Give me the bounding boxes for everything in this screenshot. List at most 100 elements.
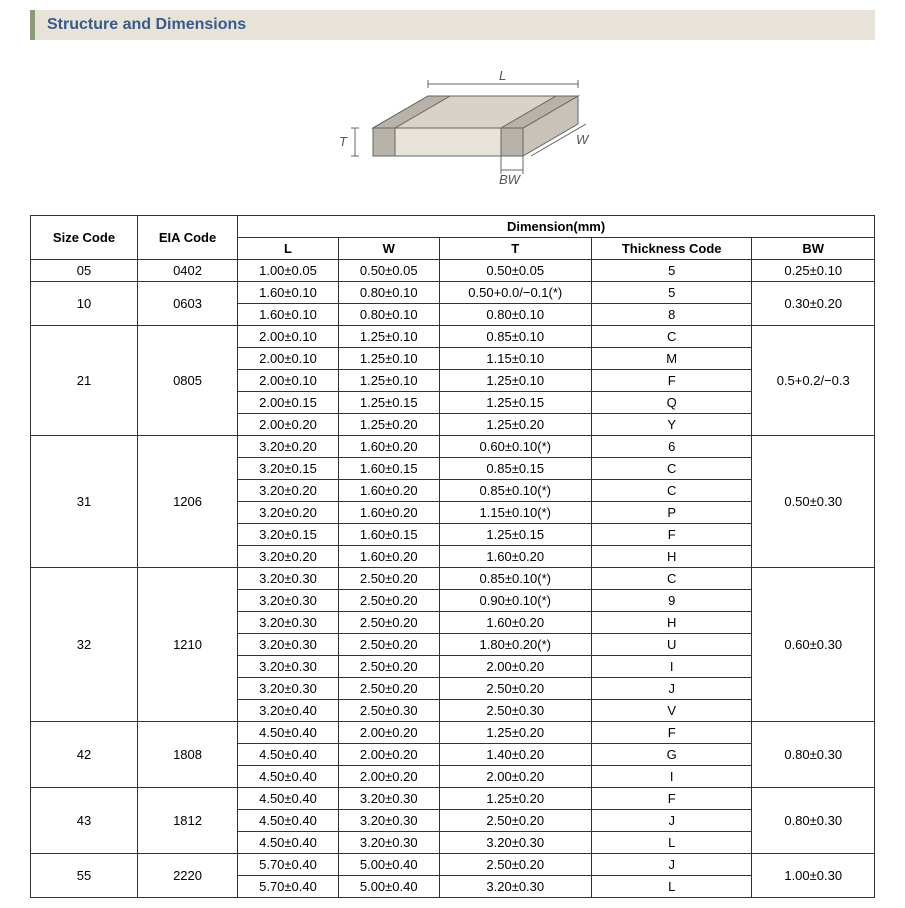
cell-W: 1.25±0.10 bbox=[338, 326, 439, 348]
col-dim: Dimension(mm) bbox=[238, 216, 875, 238]
cell-L: 4.50±0.40 bbox=[238, 744, 339, 766]
cell-tc: J bbox=[591, 854, 752, 876]
col-W: W bbox=[338, 238, 439, 260]
cell-bw: 1.00±0.30 bbox=[752, 854, 875, 898]
svg-text:L: L bbox=[499, 68, 506, 83]
cell-eia: 0805 bbox=[137, 326, 237, 436]
cell-W: 1.60±0.20 bbox=[338, 480, 439, 502]
table-row: 4218084.50±0.402.00±0.201.25±0.20F0.80±0… bbox=[31, 722, 875, 744]
cell-T: 2.00±0.20 bbox=[439, 656, 591, 678]
cell-size: 05 bbox=[31, 260, 138, 282]
cell-L: 3.20±0.30 bbox=[238, 634, 339, 656]
dimensions-table: Size Code EIA Code Dimension(mm) L W T T… bbox=[30, 215, 875, 898]
table-row: 4318124.50±0.403.20±0.301.25±0.20F0.80±0… bbox=[31, 788, 875, 810]
cell-eia: 1206 bbox=[137, 436, 237, 568]
cell-tc: L bbox=[591, 876, 752, 898]
cell-L: 3.20±0.20 bbox=[238, 546, 339, 568]
cell-tc: 6 bbox=[591, 436, 752, 458]
cell-W: 1.25±0.20 bbox=[338, 414, 439, 436]
cell-L: 3.20±0.15 bbox=[238, 524, 339, 546]
cell-T: 0.50±0.05 bbox=[439, 260, 591, 282]
cell-W: 2.50±0.30 bbox=[338, 700, 439, 722]
svg-text:BW: BW bbox=[499, 172, 522, 187]
col-eia: EIA Code bbox=[137, 216, 237, 260]
cell-tc: Q bbox=[591, 392, 752, 414]
cell-L: 3.20±0.20 bbox=[238, 436, 339, 458]
cell-T: 1.15±0.10 bbox=[439, 348, 591, 370]
cell-size: 32 bbox=[31, 568, 138, 722]
cell-L: 4.50±0.40 bbox=[238, 832, 339, 854]
cell-eia: 1812 bbox=[137, 788, 237, 854]
cell-T: 1.15±0.10(*) bbox=[439, 502, 591, 524]
cell-tc: L bbox=[591, 832, 752, 854]
col-BW: BW bbox=[752, 238, 875, 260]
col-size: Size Code bbox=[31, 216, 138, 260]
cell-W: 1.60±0.15 bbox=[338, 524, 439, 546]
table-row: 3212103.20±0.302.50±0.200.85±0.10(*)C0.6… bbox=[31, 568, 875, 590]
cell-L: 2.00±0.20 bbox=[238, 414, 339, 436]
cell-tc: C bbox=[591, 326, 752, 348]
cell-tc: G bbox=[591, 744, 752, 766]
cell-W: 2.50±0.20 bbox=[338, 656, 439, 678]
cell-W: 2.50±0.20 bbox=[338, 678, 439, 700]
cell-L: 3.20±0.30 bbox=[238, 590, 339, 612]
cell-T: 3.20±0.30 bbox=[439, 832, 591, 854]
cell-W: 1.25±0.10 bbox=[338, 370, 439, 392]
cell-eia: 2220 bbox=[137, 854, 237, 898]
cell-T: 0.60±0.10(*) bbox=[439, 436, 591, 458]
cell-eia: 1210 bbox=[137, 568, 237, 722]
cell-tc: 9 bbox=[591, 590, 752, 612]
cell-L: 2.00±0.10 bbox=[238, 326, 339, 348]
cell-W: 5.00±0.40 bbox=[338, 854, 439, 876]
cell-tc: F bbox=[591, 788, 752, 810]
cell-W: 1.60±0.15 bbox=[338, 458, 439, 480]
cell-W: 2.50±0.20 bbox=[338, 634, 439, 656]
cell-L: 4.50±0.40 bbox=[238, 810, 339, 832]
component-diagram: LWTBW bbox=[30, 50, 875, 195]
cell-eia: 0603 bbox=[137, 282, 237, 326]
cell-tc: U bbox=[591, 634, 752, 656]
cell-L: 3.20±0.40 bbox=[238, 700, 339, 722]
cell-T: 1.80±0.20(*) bbox=[439, 634, 591, 656]
cell-W: 5.00±0.40 bbox=[338, 876, 439, 898]
cell-W: 2.50±0.20 bbox=[338, 612, 439, 634]
cell-L: 5.70±0.40 bbox=[238, 876, 339, 898]
cell-L: 4.50±0.40 bbox=[238, 722, 339, 744]
cell-L: 3.20±0.20 bbox=[238, 502, 339, 524]
cell-tc: F bbox=[591, 722, 752, 744]
cell-tc: I bbox=[591, 766, 752, 788]
cell-L: 3.20±0.30 bbox=[238, 678, 339, 700]
cell-tc: F bbox=[591, 524, 752, 546]
cell-tc: F bbox=[591, 370, 752, 392]
cell-bw: 0.80±0.30 bbox=[752, 788, 875, 854]
cell-bw: 0.5+0.2/−0.3 bbox=[752, 326, 875, 436]
cell-tc: H bbox=[591, 612, 752, 634]
cell-L: 2.00±0.10 bbox=[238, 348, 339, 370]
cell-T: 2.50±0.20 bbox=[439, 810, 591, 832]
cell-tc: C bbox=[591, 458, 752, 480]
cell-bw: 0.60±0.30 bbox=[752, 568, 875, 722]
cell-L: 4.50±0.40 bbox=[238, 766, 339, 788]
cell-T: 1.25±0.20 bbox=[439, 788, 591, 810]
cell-W: 3.20±0.30 bbox=[338, 810, 439, 832]
cell-W: 0.80±0.10 bbox=[338, 282, 439, 304]
cell-W: 3.20±0.30 bbox=[338, 788, 439, 810]
cell-tc: C bbox=[591, 480, 752, 502]
cell-W: 1.60±0.20 bbox=[338, 436, 439, 458]
cell-size: 43 bbox=[31, 788, 138, 854]
cell-T: 1.25±0.15 bbox=[439, 392, 591, 414]
table-row: 5522205.70±0.405.00±0.402.50±0.20J1.00±0… bbox=[31, 854, 875, 876]
cell-T: 0.50+0.0/−0.1(*) bbox=[439, 282, 591, 304]
cell-L: 3.20±0.20 bbox=[238, 480, 339, 502]
cell-W: 1.25±0.10 bbox=[338, 348, 439, 370]
cell-W: 2.00±0.20 bbox=[338, 722, 439, 744]
table-row: 2108052.00±0.101.25±0.100.85±0.10C0.5+0.… bbox=[31, 326, 875, 348]
cell-L: 3.20±0.15 bbox=[238, 458, 339, 480]
cell-L: 3.20±0.30 bbox=[238, 612, 339, 634]
cell-tc: 5 bbox=[591, 282, 752, 304]
svg-text:W: W bbox=[576, 132, 590, 147]
col-thick: Thickness Code bbox=[591, 238, 752, 260]
cell-L: 1.00±0.05 bbox=[238, 260, 339, 282]
cell-T: 0.90±0.10(*) bbox=[439, 590, 591, 612]
section-title: Structure and Dimensions bbox=[47, 16, 246, 33]
